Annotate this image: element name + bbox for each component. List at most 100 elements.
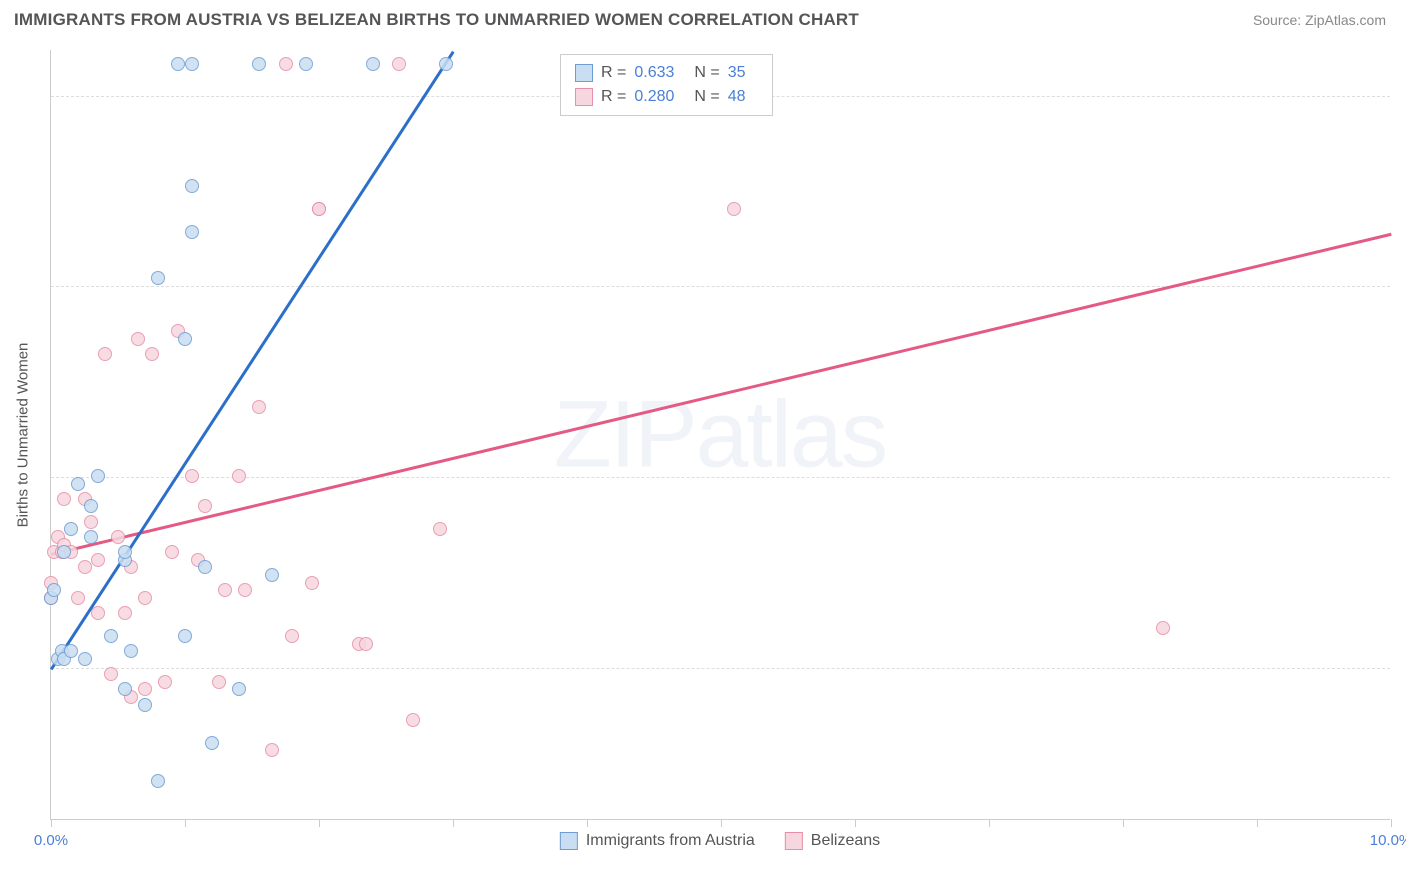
x-tick	[989, 819, 990, 827]
data-point-a	[47, 583, 61, 597]
legend-item-a: Immigrants from Austria	[560, 832, 755, 850]
data-point-a	[91, 469, 105, 483]
r-value-b: 0.280	[634, 85, 674, 109]
y-axis-label: Births to Unmarried Women	[15, 342, 32, 527]
data-point-a	[124, 644, 138, 658]
data-point-a	[366, 57, 380, 71]
stat-row-a: R = 0.633 N = 35	[575, 61, 758, 85]
data-point-b	[185, 469, 199, 483]
r-value-a: 0.633	[634, 61, 674, 85]
x-tick-label: 10.0%	[1370, 832, 1406, 849]
data-point-b	[78, 560, 92, 574]
data-point-b	[71, 591, 85, 605]
data-point-b	[305, 576, 319, 590]
data-point-b	[98, 347, 112, 361]
stat-row-b: R = 0.280 N = 48	[575, 85, 758, 109]
data-point-a	[185, 179, 199, 193]
swatch-a	[560, 832, 578, 850]
n-value-a: 35	[728, 61, 746, 85]
x-tick	[587, 819, 588, 827]
x-tick	[319, 819, 320, 827]
data-point-a	[178, 629, 192, 643]
data-point-b	[727, 202, 741, 216]
data-point-a	[151, 774, 165, 788]
swatch-b	[785, 832, 803, 850]
data-point-a	[151, 271, 165, 285]
data-point-b	[252, 400, 266, 414]
data-point-b	[145, 347, 159, 361]
data-point-a	[64, 522, 78, 536]
data-point-a	[252, 57, 266, 71]
data-point-a	[205, 736, 219, 750]
data-point-b	[238, 583, 252, 597]
data-point-b	[359, 637, 373, 651]
data-point-b	[212, 675, 226, 689]
gridline	[51, 477, 1390, 478]
x-tick	[51, 819, 52, 827]
gridline	[51, 286, 1390, 287]
data-point-b	[91, 553, 105, 567]
data-point-b	[232, 469, 246, 483]
data-point-b	[165, 545, 179, 559]
data-point-b	[198, 499, 212, 513]
data-point-a	[57, 545, 71, 559]
n-value-b: 48	[728, 85, 746, 109]
data-point-a	[64, 644, 78, 658]
x-tick	[1257, 819, 1258, 827]
chart-area: ZIPatlas Births to Unmarried Women 25.0%…	[50, 50, 1390, 820]
legend-label-a: Immigrants from Austria	[586, 832, 755, 850]
x-tick-label: 0.0%	[34, 832, 68, 849]
chart-title: IMMIGRANTS FROM AUSTRIA VS BELIZEAN BIRT…	[14, 10, 859, 30]
data-point-b	[406, 713, 420, 727]
data-point-a	[71, 477, 85, 491]
plot-region: Births to Unmarried Women 25.0%50.0%75.0…	[50, 50, 1390, 820]
n-label: N =	[694, 61, 719, 85]
x-tick	[1123, 819, 1124, 827]
data-point-b	[285, 629, 299, 643]
data-point-b	[1156, 621, 1170, 635]
x-tick	[185, 819, 186, 827]
r-label: R =	[601, 61, 626, 85]
x-tick	[1391, 819, 1392, 827]
data-point-b	[158, 675, 172, 689]
x-tick	[453, 819, 454, 827]
data-point-b	[111, 530, 125, 544]
data-point-a	[178, 332, 192, 346]
data-point-b	[104, 667, 118, 681]
r-label: R =	[601, 85, 626, 109]
data-point-a	[78, 652, 92, 666]
x-tick	[721, 819, 722, 827]
data-point-b	[392, 57, 406, 71]
data-point-b	[84, 515, 98, 529]
data-point-a	[185, 57, 199, 71]
legend-label-b: Belizeans	[811, 832, 880, 850]
data-point-b	[218, 583, 232, 597]
n-label: N =	[694, 85, 719, 109]
data-point-a	[299, 57, 313, 71]
trend-line	[50, 51, 454, 670]
data-point-b	[138, 591, 152, 605]
source-label: Source: ZipAtlas.com	[1253, 12, 1386, 28]
swatch-b	[575, 88, 593, 106]
stat-legend: R = 0.633 N = 35 R = 0.280 N = 48	[560, 54, 773, 116]
data-point-a	[84, 499, 98, 513]
x-tick	[855, 819, 856, 827]
data-point-b	[433, 522, 447, 536]
data-point-a	[185, 225, 199, 239]
data-point-a	[265, 568, 279, 582]
data-point-a	[171, 57, 185, 71]
data-point-b	[57, 492, 71, 506]
data-point-a	[439, 57, 453, 71]
swatch-a	[575, 64, 593, 82]
gridline	[51, 668, 1390, 669]
data-point-a	[84, 530, 98, 544]
legend-item-b: Belizeans	[785, 832, 880, 850]
data-point-b	[279, 57, 293, 71]
data-point-b	[312, 202, 326, 216]
data-point-b	[91, 606, 105, 620]
data-point-b	[138, 682, 152, 696]
bottom-legend: Immigrants from Austria Belizeans	[560, 832, 880, 850]
data-point-a	[118, 682, 132, 696]
data-point-a	[138, 698, 152, 712]
data-point-b	[131, 332, 145, 346]
